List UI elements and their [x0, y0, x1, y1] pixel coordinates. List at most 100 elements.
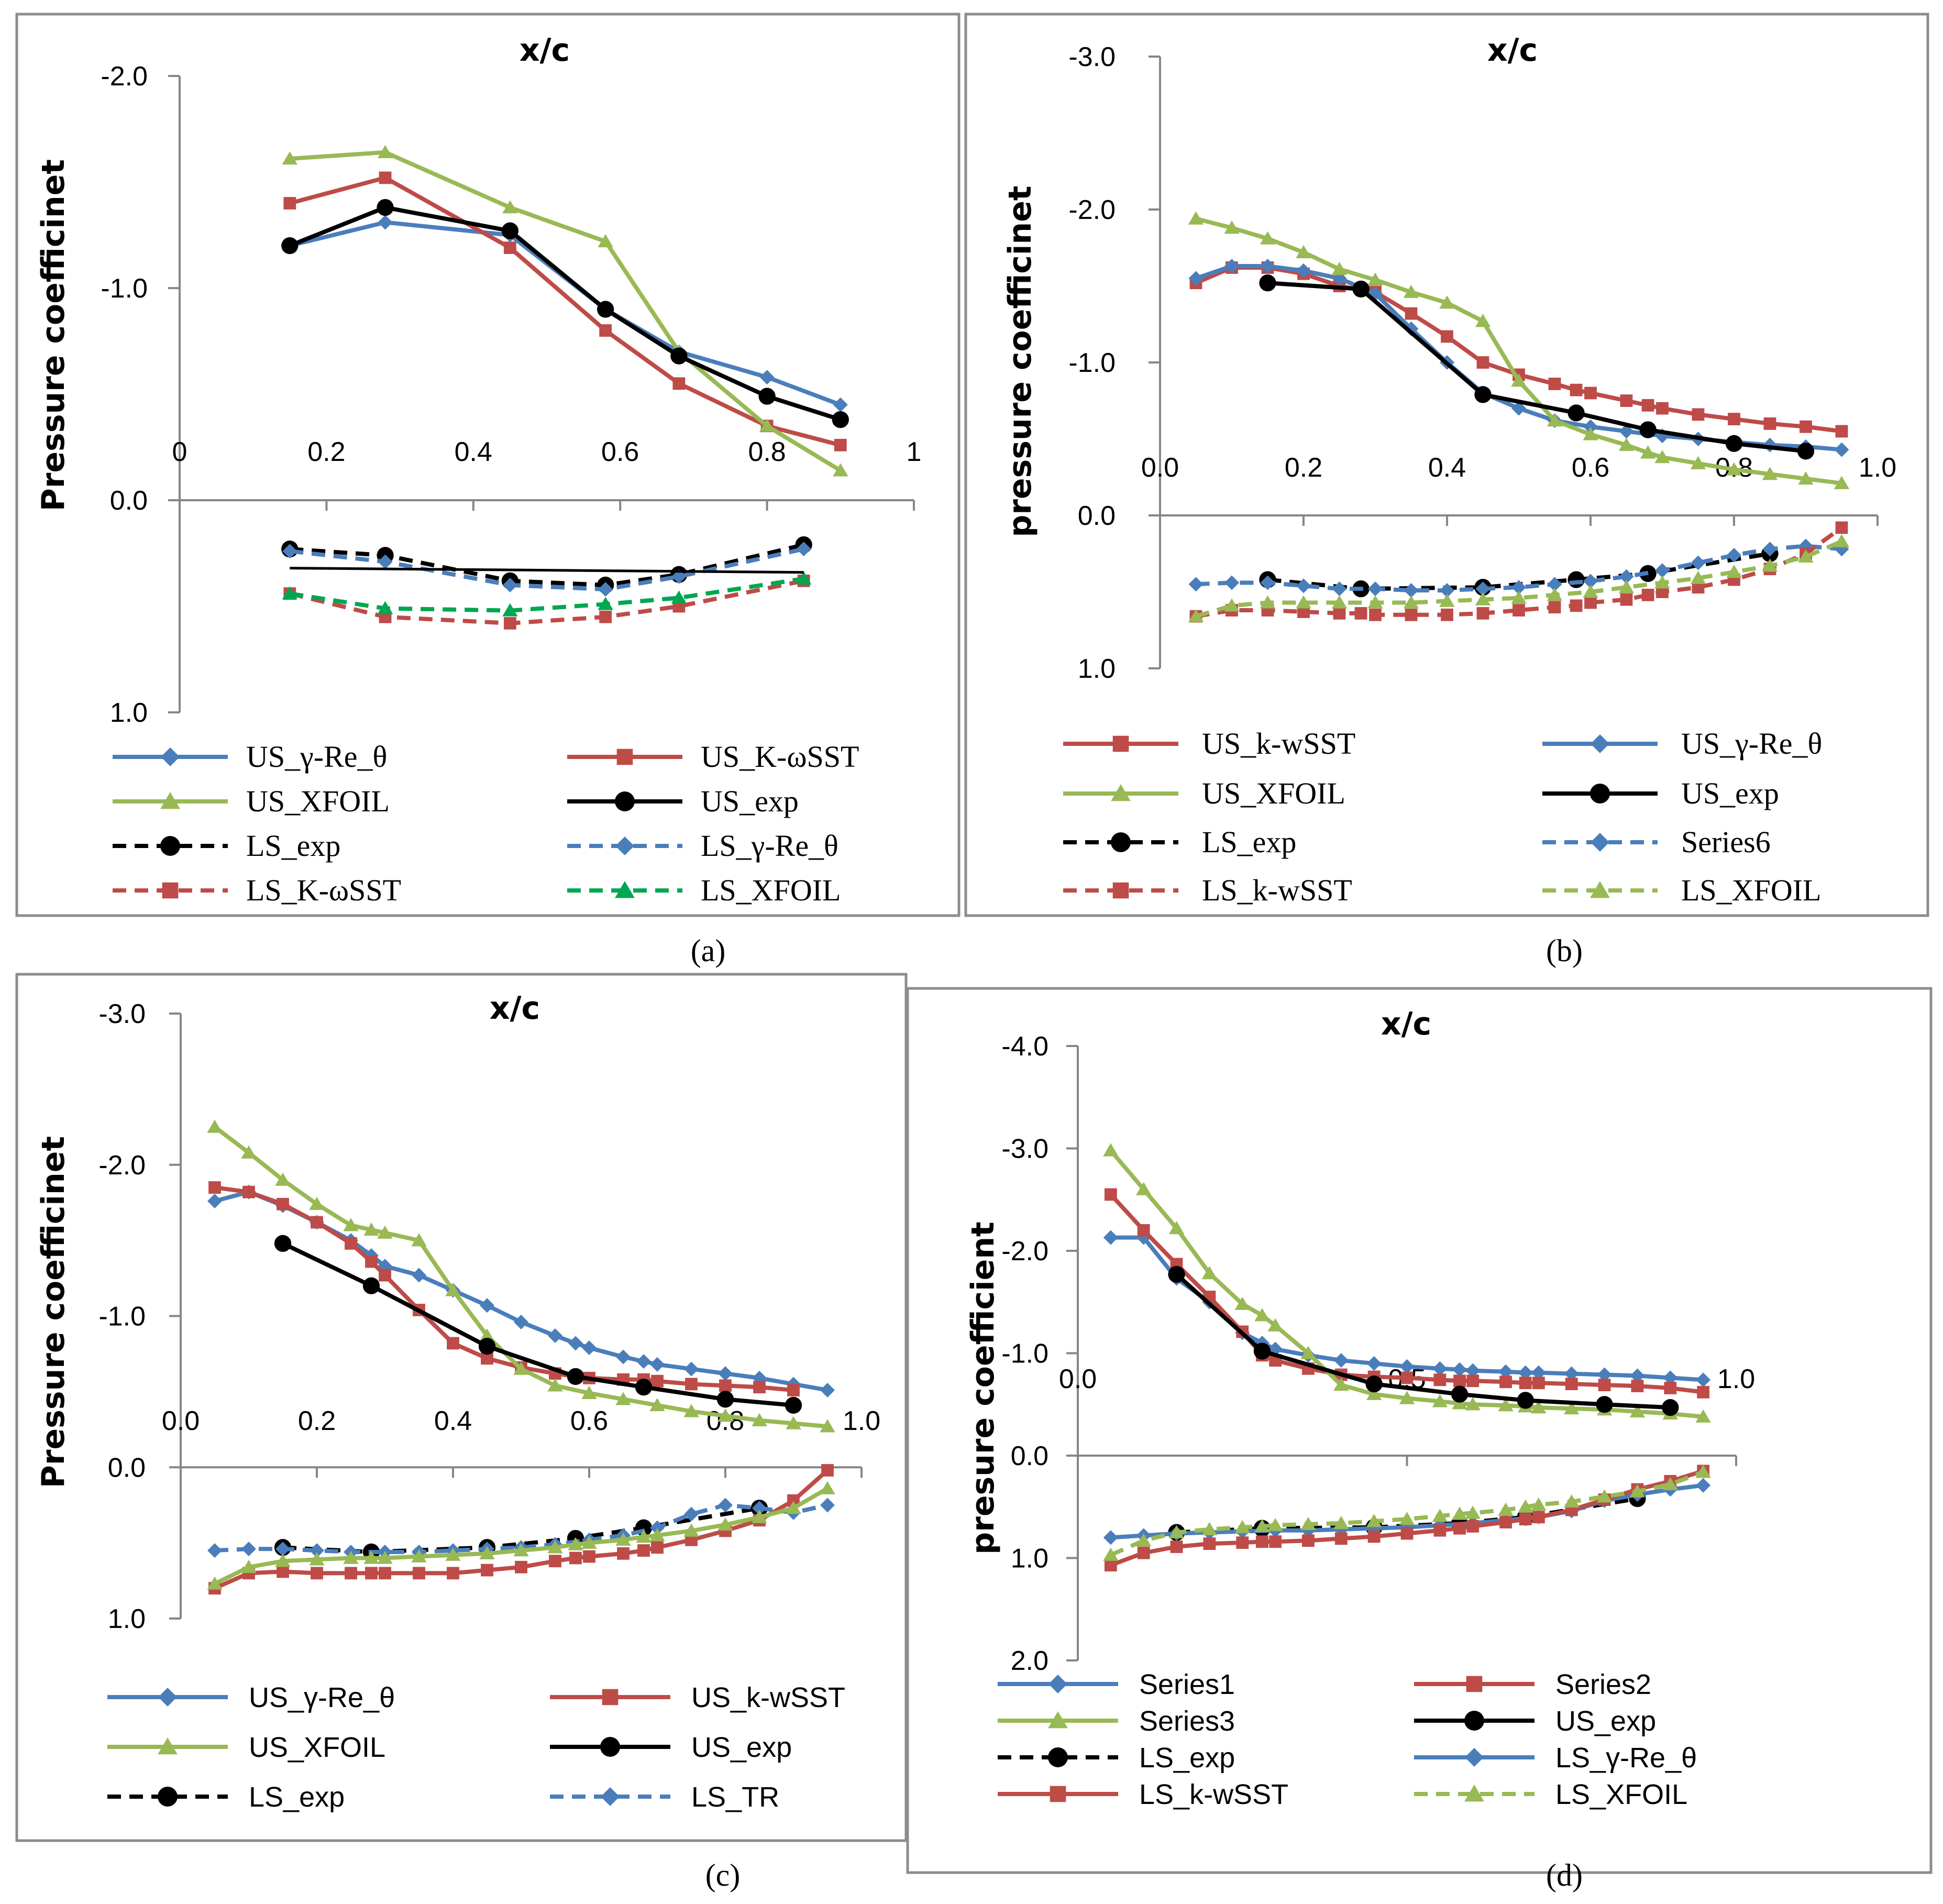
data-point	[1654, 450, 1670, 464]
legend-label: US_K-ωSST	[701, 740, 859, 774]
data-point	[598, 582, 613, 597]
data-point	[1366, 1514, 1382, 1527]
data-point	[1203, 1537, 1216, 1550]
legend-label: LS_γ-Re_θ	[701, 829, 838, 863]
y-tick-label: -1.0	[98, 1302, 146, 1332]
data-point	[311, 1216, 323, 1229]
legend-label: Series1	[1139, 1669, 1235, 1700]
legend-label: US_XFOIL	[249, 1732, 385, 1763]
data-point	[1695, 1465, 1711, 1478]
data-point	[598, 234, 613, 248]
data-point	[786, 1501, 801, 1514]
x-tick-label: 0.4	[1428, 453, 1466, 483]
x-tick-label: 0.8	[748, 437, 786, 467]
series-line	[1110, 1470, 1704, 1557]
data-point	[1475, 314, 1491, 327]
x-tick-label: 1.0	[1717, 1364, 1755, 1394]
data-point	[1260, 231, 1276, 245]
data-point	[1188, 271, 1204, 286]
data-point	[752, 1510, 767, 1523]
data-point	[1168, 1525, 1185, 1538]
data-point	[363, 1550, 379, 1564]
x-tick-label: 0.6	[1572, 453, 1609, 483]
data-point	[378, 215, 393, 230]
data-point	[759, 419, 775, 432]
data-point	[1400, 1371, 1414, 1384]
legend-marker	[1591, 734, 1609, 753]
data-point	[568, 1336, 583, 1351]
x-tick-label: 0.0	[162, 1406, 200, 1436]
data-point	[820, 1419, 835, 1433]
data-point	[283, 197, 296, 210]
data-point	[514, 1315, 528, 1330]
data-point	[1691, 555, 1706, 570]
panel-caption: (b)	[1546, 933, 1583, 968]
data-point	[834, 438, 847, 452]
y-tick-label: 1.0	[110, 698, 148, 728]
data-point	[1834, 476, 1850, 489]
data-point	[379, 1269, 391, 1282]
x-tick-label: 1.0	[1859, 453, 1896, 483]
y-tick-label: -3.0	[1001, 1134, 1048, 1164]
series-line	[1109, 1149, 1704, 1419]
data-point	[1567, 404, 1585, 422]
data-point	[345, 1237, 357, 1250]
data-point	[277, 1565, 289, 1578]
data-point	[502, 603, 518, 617]
data-point	[413, 1567, 425, 1580]
data-point	[1726, 462, 1742, 476]
data-point	[343, 1218, 359, 1231]
data-point	[1631, 1380, 1644, 1392]
data-point	[718, 1498, 733, 1513]
data-point	[208, 1181, 221, 1194]
data-point	[1834, 534, 1850, 547]
data-point	[1517, 1392, 1534, 1409]
data-point	[343, 1550, 359, 1564]
data-point	[411, 1233, 427, 1247]
x-tick-label: 1	[907, 437, 922, 467]
data-point	[1564, 1401, 1580, 1415]
y-tick-label: 0.0	[110, 486, 148, 516]
data-point	[1333, 1516, 1349, 1529]
legend-marker	[1464, 1711, 1484, 1731]
x-axis-title: x/c	[520, 32, 570, 69]
data-point	[1331, 261, 1348, 276]
data-point	[1618, 437, 1635, 451]
data-point	[1697, 1385, 1710, 1399]
data-point	[275, 1542, 290, 1557]
data-point	[1641, 399, 1654, 412]
data-point	[1583, 585, 1598, 598]
data-point	[1405, 608, 1418, 621]
data-point	[1695, 1409, 1711, 1423]
data-point	[1798, 471, 1814, 485]
data-point	[1583, 419, 1598, 434]
data-point	[820, 1382, 835, 1397]
legend-marker	[1050, 1786, 1066, 1802]
data-point	[1584, 596, 1597, 609]
data-point	[1835, 521, 1848, 534]
data-point	[670, 347, 688, 365]
legend-marker	[615, 791, 635, 811]
data-point	[309, 1552, 325, 1566]
data-point	[445, 1283, 461, 1296]
data-point	[1168, 1265, 1185, 1283]
data-point	[1224, 575, 1239, 590]
series-line	[282, 1241, 794, 1407]
data-point	[1762, 542, 1778, 557]
data-point	[1692, 408, 1705, 421]
series-line	[289, 175, 841, 447]
data-point	[1762, 467, 1778, 480]
legend-label: US_k-wSST	[1202, 727, 1355, 761]
legend-marker	[1590, 784, 1610, 804]
legend-label: LS_exp	[249, 1781, 345, 1813]
series-line	[214, 1190, 828, 1392]
data-point	[1452, 1396, 1467, 1410]
data-point	[377, 1225, 393, 1239]
data-point	[1696, 1372, 1711, 1388]
legend-label: LS_K-ωSST	[246, 873, 401, 907]
y-tick-label: -1.0	[1068, 348, 1116, 378]
data-point	[479, 1546, 495, 1560]
data-point	[1639, 421, 1657, 438]
data-point	[1188, 577, 1204, 592]
data-point	[274, 1235, 292, 1252]
